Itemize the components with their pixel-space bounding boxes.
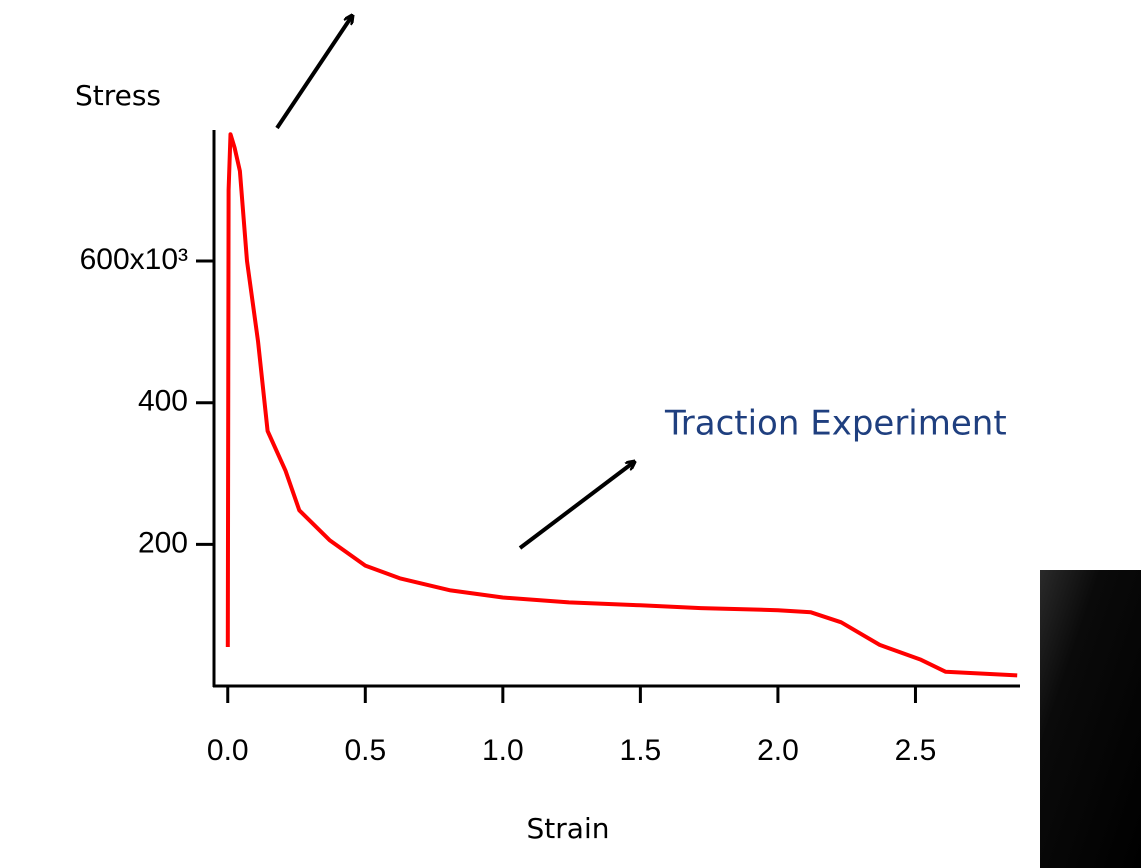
x-tick-label: 0.5 — [344, 734, 386, 767]
x-tick-label: 2.5 — [895, 734, 937, 767]
x-tick-label: 2.0 — [757, 734, 799, 767]
annotation: Traction Experiment — [664, 404, 1007, 444]
y-axis-title: Stress — [75, 79, 161, 112]
photo — [1040, 570, 1141, 868]
arrow — [275, 16, 352, 130]
x-tick-label: 0.0 — [207, 734, 249, 767]
line-series — [225, 132, 1018, 678]
y-tick-label: 400 — [138, 385, 188, 418]
x-tick-label: 1.0 — [482, 734, 524, 767]
x-tick-label: 1.5 — [620, 734, 662, 767]
y-tick-label: 200 — [138, 526, 188, 559]
y-tick-label: 600x10³ — [80, 243, 188, 276]
x-axis-title: Strain — [527, 812, 610, 845]
arrow — [518, 462, 634, 550]
